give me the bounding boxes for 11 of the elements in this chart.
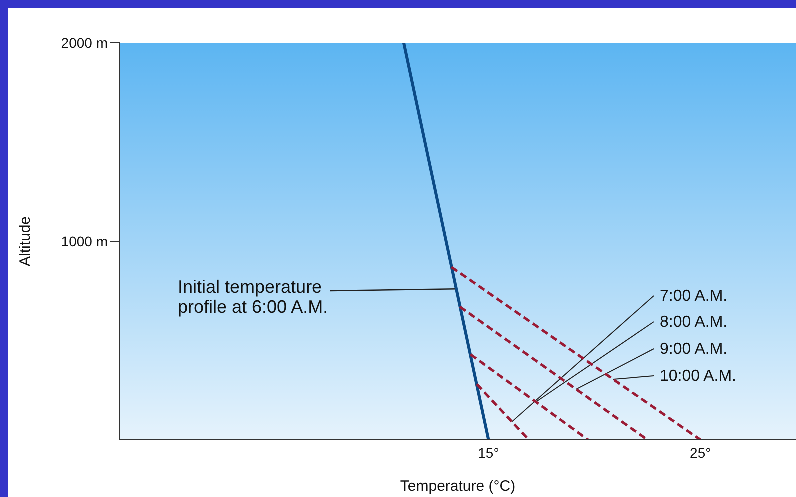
x-tick-label: 15° bbox=[478, 444, 500, 461]
y-tick-label: 1000 m bbox=[61, 233, 108, 250]
text: Initial temperature profile at 6:00 A.M. bbox=[178, 277, 328, 317]
series-label: 10:00 A.M. bbox=[660, 368, 736, 385]
text: 7:00 A.M. bbox=[660, 288, 728, 305]
text: 8:00 A.M. bbox=[660, 314, 728, 331]
y-tick-label: 2000 m bbox=[61, 34, 108, 51]
x-axis-title: Temperature (°C) bbox=[400, 478, 516, 495]
y-axis-title: Altitude bbox=[17, 216, 34, 267]
text: 9:00 A.M. bbox=[660, 341, 728, 358]
x-tick-label: 25° bbox=[690, 444, 712, 461]
